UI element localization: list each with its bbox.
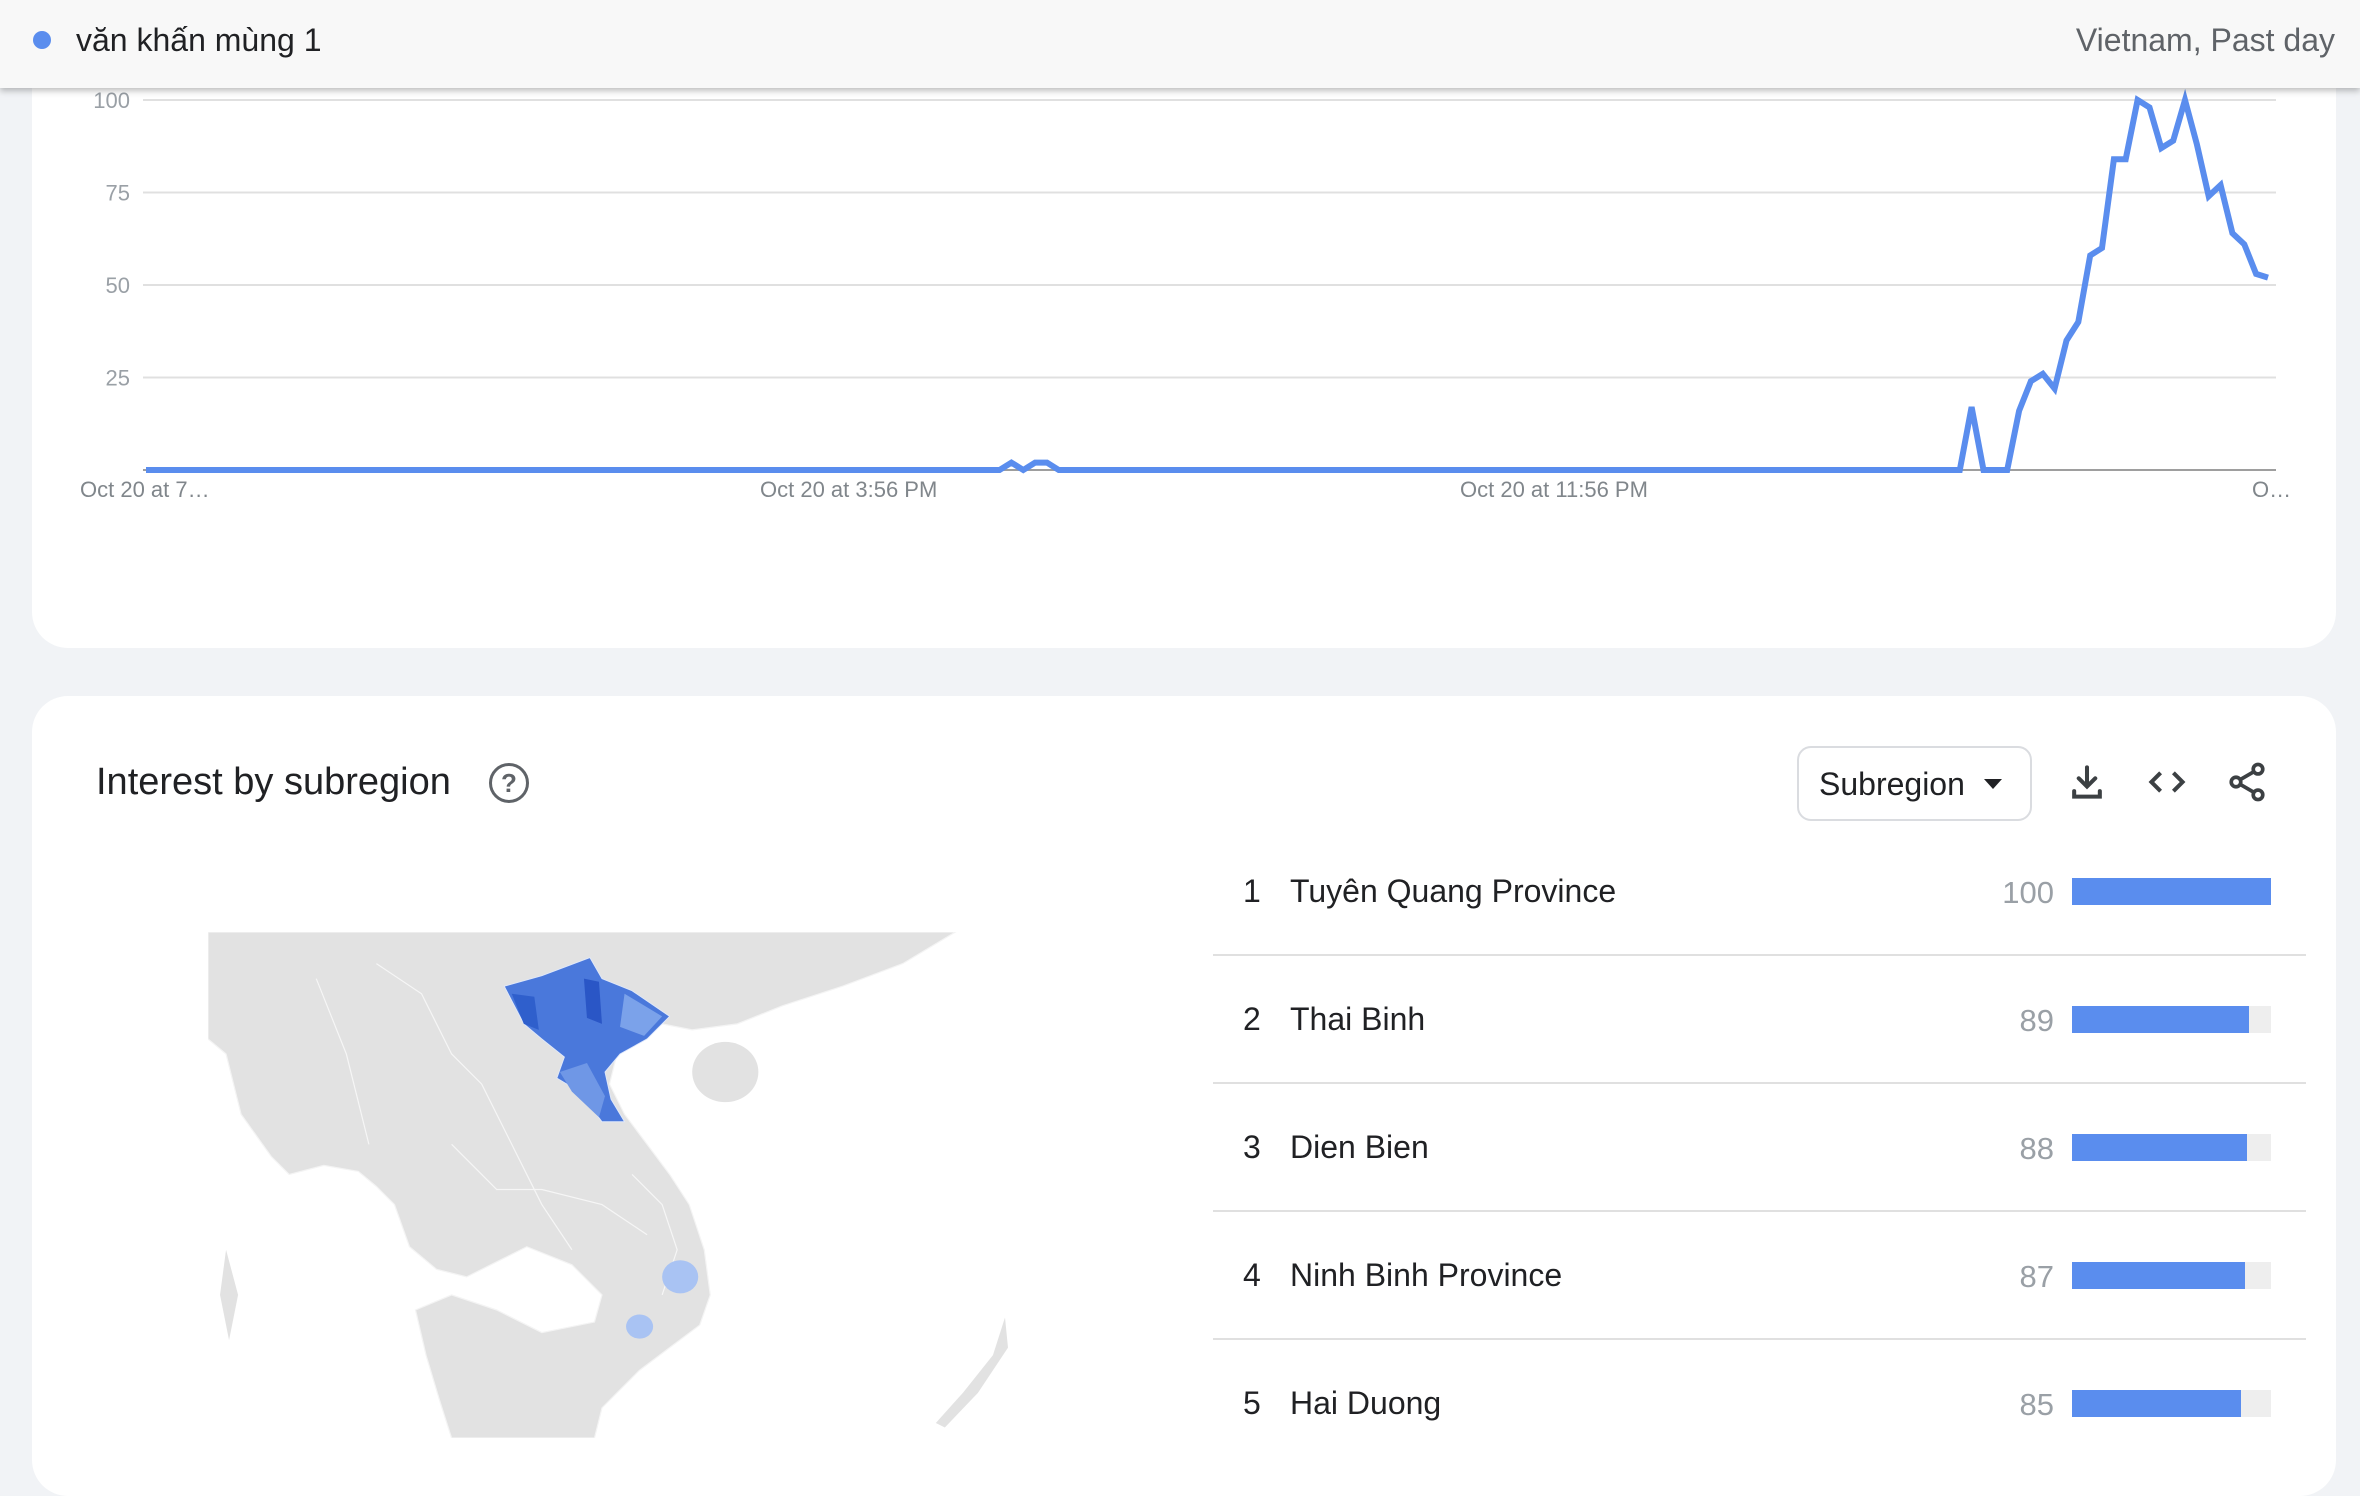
list-item[interactable]: 1 Tuyên Quang Province 100 — [1213, 828, 2306, 956]
region-timeframe-label: Vietnam, Past day — [2075, 22, 2335, 58]
subregion-list: 1 Tuyên Quang Province 100 2 Thai Binh 8… — [1213, 828, 2306, 1466]
subregion-name[interactable]: Ninh Binh Province — [1290, 1257, 1563, 1293]
region-dark-1 — [583, 978, 602, 1024]
subregion-name[interactable]: Tuyên Quang Province — [1290, 873, 1617, 909]
x-tick-label: Oct 20 at 3:56 PM — [760, 477, 937, 502]
subregion-map[interactable] — [208, 932, 1008, 1438]
region-light-1 — [620, 993, 663, 1036]
section-title: Interest by subregion — [96, 761, 451, 803]
region-dark-2 — [511, 993, 539, 1030]
y-tick-label: 50 — [106, 273, 130, 298]
y-tick-label: 75 — [106, 181, 130, 206]
list-item[interactable]: 2 Thai Binh 89 — [1213, 956, 2306, 1084]
rank: 4 — [1243, 1257, 1261, 1293]
subregion-name[interactable]: Thai Binh — [1290, 1001, 1426, 1037]
score: 88 — [2019, 1131, 2054, 1166]
rank: 1 — [1243, 873, 1261, 909]
interest-over-time-card — [32, 0, 2336, 648]
caret-down-icon — [1984, 779, 2002, 789]
subregion-name[interactable]: Hai Duong — [1290, 1385, 1442, 1421]
list-item[interactable]: 4 Ninh Binh Province 87 — [1213, 1212, 2306, 1340]
region-south-1 — [662, 1260, 699, 1294]
score: 89 — [2019, 1003, 2054, 1038]
embed-code-icon[interactable] — [2145, 760, 2189, 804]
score-bar-fill — [2072, 1134, 2248, 1161]
score: 100 — [2002, 875, 2054, 910]
x-tick-label: Oct 20 at 11:56 PM — [1460, 477, 1648, 502]
download-icon[interactable] — [2065, 760, 2109, 804]
y-tick-label: 25 — [106, 366, 130, 391]
x-tick-label: O… — [2252, 477, 2291, 502]
subregion-name[interactable]: Dien Bien — [1290, 1129, 1429, 1165]
score-bar — [2072, 1390, 2271, 1417]
score-bar-fill — [2072, 878, 2271, 905]
resolution-dropdown[interactable]: Subregion — [1797, 746, 2032, 821]
score-bar — [2072, 1262, 2271, 1289]
score: 87 — [2019, 1259, 2054, 1294]
score-bar — [2072, 1006, 2271, 1033]
y-tick-label: 100 — [93, 88, 130, 113]
list-item[interactable]: 3 Dien Bien 88 — [1213, 1084, 2306, 1212]
help-circle-icon[interactable]: ? — [489, 763, 529, 803]
score: 85 — [2019, 1387, 2054, 1422]
dropdown-value: Subregion — [1819, 766, 1965, 802]
search-term-label: văn khấn mùng 1 — [76, 22, 322, 58]
score-bar-fill — [2072, 1006, 2250, 1033]
rank: 5 — [1243, 1385, 1261, 1421]
region-south-2 — [626, 1314, 654, 1339]
score-bar-fill — [2072, 1262, 2246, 1289]
search-term-header: văn khấn mùng 1 Vietnam, Past day — [0, 0, 2360, 88]
list-item[interactable]: 5 Hai Duong 85 — [1213, 1340, 2306, 1466]
map-luzon — [935, 1317, 1008, 1428]
series-color-dot — [33, 31, 51, 49]
x-tick-label: Oct 20 at 7… — [80, 477, 210, 502]
rank: 3 — [1243, 1129, 1261, 1165]
map-thai-coast — [220, 1249, 239, 1341]
score-bar-fill — [2072, 1390, 2242, 1417]
region-light-2 — [559, 1063, 605, 1118]
rank: 2 — [1243, 1001, 1261, 1037]
share-icon[interactable] — [2225, 760, 2269, 804]
map-hainan — [692, 1041, 759, 1103]
series-line — [146, 88, 2269, 474]
score-bar — [2072, 878, 2271, 905]
interest-over-time-chart[interactable]: 25 50 75 100 Oct 20 at 7… Oct 20 at 3:56 PM Oc… — [0, 0, 2360, 648]
score-bar — [2072, 1134, 2271, 1161]
